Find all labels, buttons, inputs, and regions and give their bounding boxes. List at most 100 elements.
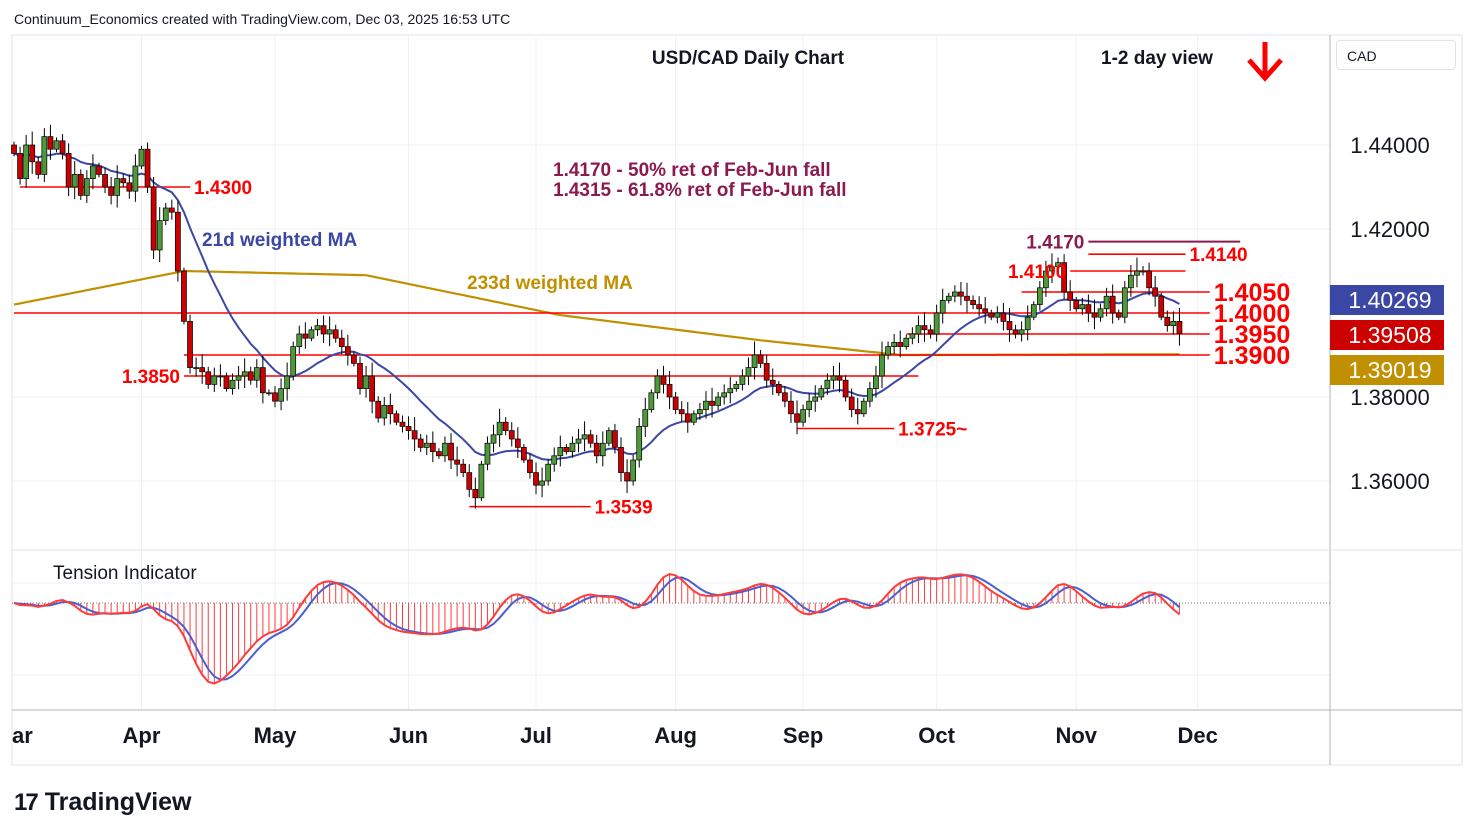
candle-body-down	[332, 329, 339, 339]
candle-body-down	[982, 308, 989, 314]
candle-body-down	[1164, 316, 1171, 326]
candle	[836, 362, 843, 393]
candle-body-up	[715, 396, 721, 406]
candle	[842, 375, 849, 402]
level-label: 1.4100	[1008, 262, 1066, 283]
candle	[156, 207, 163, 263]
candle-body-up	[1030, 304, 1037, 318]
candle-body-down	[302, 333, 309, 339]
candle	[326, 316, 333, 347]
candle-body-down	[593, 442, 600, 457]
candle-body-down	[1073, 300, 1080, 310]
candle-body-up	[314, 325, 321, 331]
candle-body-up	[745, 367, 752, 377]
candle-body-down	[393, 413, 400, 423]
candle-body-down	[794, 413, 800, 423]
candle	[569, 436, 576, 458]
candle	[381, 397, 388, 426]
candle	[472, 477, 479, 509]
candle-body-up	[284, 375, 290, 389]
candle-body-up	[606, 430, 612, 444]
candle	[812, 385, 819, 412]
candle-body-up	[891, 342, 898, 347]
candle	[1176, 307, 1183, 346]
candle	[466, 464, 473, 497]
candle-body-down	[660, 375, 667, 385]
candle	[581, 421, 588, 452]
candle	[175, 200, 181, 282]
candle	[211, 367, 218, 392]
candle-body-up	[557, 447, 564, 457]
candle	[345, 334, 351, 366]
level-label: 1.3725~	[898, 420, 967, 441]
candle	[199, 354, 206, 384]
candle	[618, 437, 624, 482]
ma233-label: 233d weighted MA	[467, 273, 633, 294]
candle-body-down	[842, 379, 849, 398]
candle	[423, 434, 430, 455]
candle	[545, 459, 552, 486]
candle	[320, 315, 327, 344]
candle-body-up	[253, 367, 260, 381]
candle-body-up	[818, 388, 825, 398]
candle	[848, 388, 855, 418]
candle	[1103, 287, 1110, 317]
candle-body-up	[830, 375, 837, 381]
candle-body-up	[442, 442, 448, 457]
candle-body-down	[181, 270, 187, 322]
candle	[897, 330, 904, 358]
candle-body-down	[1067, 291, 1074, 301]
candle	[90, 154, 96, 190]
candle	[77, 169, 84, 200]
candle	[1134, 257, 1140, 288]
candle	[405, 416, 412, 440]
candle-body-down	[757, 354, 764, 364]
candle-body-down	[897, 342, 904, 347]
candle-body-up	[1079, 304, 1086, 310]
candle-body-down	[788, 400, 794, 415]
candle	[921, 312, 928, 342]
candle-body-up	[751, 354, 758, 368]
level-label: 1.3950	[1214, 321, 1290, 349]
candle	[624, 459, 630, 494]
candle	[1012, 324, 1019, 339]
candle-body-up	[278, 388, 284, 402]
candle-body-up	[915, 325, 922, 335]
candle	[666, 370, 673, 410]
ma233-price-tag: 1.39019	[1330, 355, 1444, 385]
candle-body-up	[690, 413, 697, 423]
candle-body-down	[970, 300, 976, 305]
candle-body-up	[193, 367, 199, 369]
candle-body-up	[23, 144, 29, 179]
candle	[1061, 254, 1067, 300]
tradingview-logo[interactable]: 17 TradingView	[14, 788, 192, 817]
currency-selector[interactable]: CAD	[1336, 40, 1456, 70]
candle-body-down	[763, 363, 770, 381]
candle	[47, 124, 54, 160]
candle	[794, 400, 800, 435]
candle	[314, 318, 321, 336]
candle	[502, 417, 509, 436]
candle	[53, 137, 60, 153]
candle-body-down	[351, 354, 357, 364]
candle	[563, 444, 570, 455]
candle-body-down	[533, 472, 539, 486]
y-tick-label: 1.36000	[1350, 469, 1430, 494]
candle	[1158, 292, 1165, 321]
candle-body-down	[1176, 321, 1183, 334]
candle	[514, 427, 521, 458]
tradingview-logo-icon: 17	[14, 788, 39, 816]
candle-body-down	[436, 451, 442, 457]
candle-body-up	[939, 300, 946, 314]
candle-body-down	[77, 174, 84, 196]
price-tag-text: 1.39508	[1348, 322, 1431, 348]
candle-body-down	[527, 459, 533, 473]
candle	[235, 365, 242, 390]
indicator-main-line	[13, 572, 1181, 685]
x-tick-label: Oct	[918, 723, 955, 748]
price-tag-text: 1.40269	[1348, 287, 1431, 313]
candle	[59, 134, 66, 160]
candle-body-up	[551, 455, 558, 465]
candle-body-up	[569, 442, 576, 452]
